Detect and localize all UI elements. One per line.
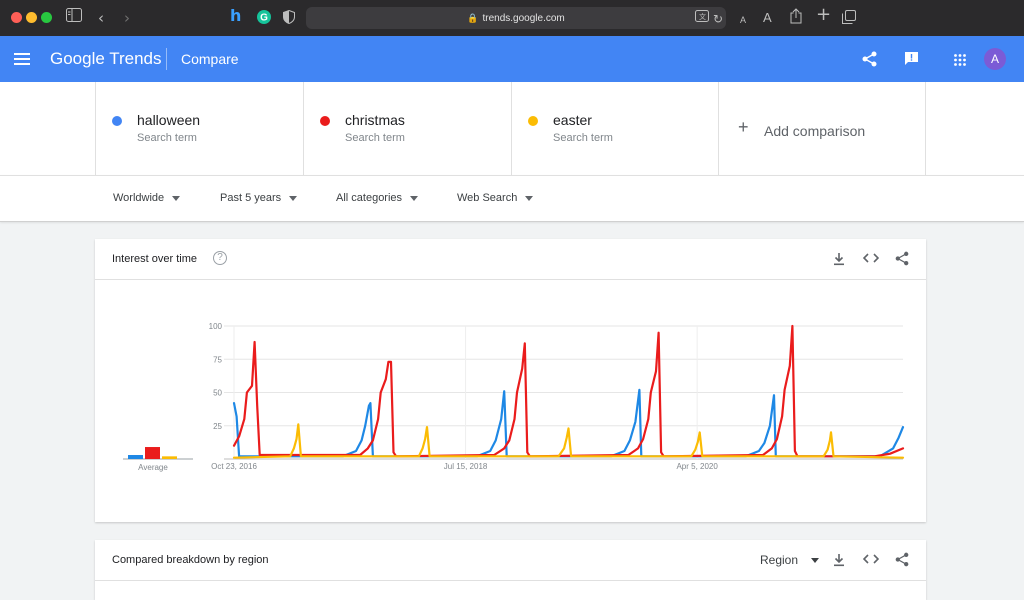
term-name: halloween — [137, 112, 201, 128]
text-larger-button[interactable]: A — [763, 10, 772, 25]
term-subtitle: Search term — [345, 132, 405, 144]
x-axis-labels: Oct 23, 2016 Jul 15, 2018 Apr 5, 2020 — [211, 462, 718, 471]
region-dropdown-value: Region — [760, 553, 799, 567]
term-name: christmas — [345, 112, 405, 128]
x-tick-label: Oct 23, 2016 — [211, 462, 257, 471]
back-icon[interactable]: ‹ — [98, 9, 104, 27]
x-tick-label: Jul 15, 2018 — [444, 462, 488, 471]
category-value: All categories — [336, 192, 403, 204]
series-line-easter — [232, 423, 905, 459]
average-bar-christmas — [145, 447, 160, 459]
y-axis-labels: 25 50 75 100 — [209, 322, 223, 431]
time-range-value: Past 5 years — [220, 192, 282, 204]
search-type-value: Web Search — [457, 192, 518, 204]
chart-series — [232, 324, 905, 459]
add-comparison-label: Add comparison — [764, 123, 866, 139]
svg-text:文: 文 — [699, 12, 706, 21]
time-range-dropdown[interactable]: Past 5 years — [220, 192, 298, 204]
menu-icon[interactable] — [14, 52, 30, 66]
new-tab-icon[interactable]: + — [816, 4, 832, 25]
y-tick-label: 50 — [213, 389, 222, 398]
close-window-button[interactable] — [11, 12, 22, 23]
search-terms-panel: halloween Search term christmas Search t… — [0, 82, 1024, 175]
privacy-shield-icon[interactable] — [283, 9, 295, 28]
grammarly-icon[interactable]: G — [257, 10, 271, 28]
feedback-icon[interactable] — [904, 51, 919, 71]
google-trends-logo[interactable]: Google Trends — [50, 49, 162, 68]
chevron-down-icon — [410, 195, 419, 201]
term-subtitle: Search term — [137, 132, 197, 144]
forward-icon[interactable]: › — [124, 9, 130, 27]
location-value: Worldwide — [113, 192, 165, 204]
average-label: Average — [138, 463, 168, 472]
download-icon[interactable] — [833, 252, 845, 270]
series-line-halloween — [232, 388, 905, 458]
search-type-dropdown[interactable]: Web Search — [457, 192, 534, 204]
chevron-down-icon — [811, 558, 820, 564]
share-icon[interactable] — [862, 51, 877, 72]
y-tick-label: 100 — [209, 322, 223, 331]
average-bar-halloween — [128, 455, 143, 459]
term-color-dot — [112, 116, 122, 126]
download-icon[interactable] — [833, 553, 845, 571]
header-divider — [166, 48, 167, 70]
embed-code-icon[interactable] — [862, 251, 880, 269]
browser-toolbar: ‹ › h G 🔒 trends.google.com 文 ↻ A A + — [0, 0, 1024, 36]
term-color-dot — [528, 116, 538, 126]
chevron-down-icon — [525, 195, 534, 201]
term-easter[interactable]: easter Search term — [511, 82, 718, 175]
plus-icon: + — [738, 117, 749, 137]
share-sheet-icon[interactable] — [790, 8, 802, 28]
svg-text:G: G — [260, 13, 268, 24]
address-bar[interactable]: 🔒 trends.google.com — [306, 7, 726, 29]
interest-over-time-card: Interest over time ? Average 25 50 75 100 O… — [95, 239, 926, 522]
minimize-window-button[interactable] — [26, 12, 37, 23]
term-halloween[interactable]: halloween Search term — [95, 82, 303, 175]
filter-bar: Worldwide Past 5 years All categories We… — [0, 175, 1024, 222]
zoom-window-button[interactable] — [41, 12, 52, 23]
term-subtitle: Search term — [553, 132, 613, 144]
series-line-christmas — [232, 324, 905, 458]
category-dropdown[interactable]: All categories — [336, 192, 419, 204]
y-tick-label: 75 — [213, 355, 222, 364]
interest-chart: Average 25 50 75 100 Oct 23, 2016 Jul 15, 20… — [123, 322, 905, 472]
sidebar-icon[interactable] — [66, 8, 82, 26]
x-tick-label: Apr 5, 2020 — [676, 462, 718, 471]
average-bars: Average — [123, 447, 193, 472]
share-icon[interactable] — [895, 552, 909, 571]
term-christmas[interactable]: christmas Search term — [303, 82, 511, 175]
region-breakdown-card: Compared breakdown by region Region — [95, 540, 926, 600]
share-icon[interactable] — [895, 251, 909, 270]
term-name: easter — [553, 112, 592, 128]
address-url: trends.google.com — [482, 13, 565, 24]
avatar[interactable]: A — [984, 48, 1006, 70]
card-title: Compared breakdown by region — [112, 554, 269, 566]
embed-code-icon[interactable] — [862, 552, 880, 570]
region-dropdown[interactable]: Region — [760, 553, 820, 567]
chevron-down-icon — [172, 195, 181, 201]
average-bar-easter — [162, 456, 177, 459]
location-dropdown[interactable]: Worldwide — [113, 192, 181, 204]
app-header: Google Trends Compare A — [0, 36, 1024, 82]
page-title: Compare — [181, 51, 239, 67]
lock-icon: 🔒 — [467, 13, 479, 23]
add-comparison-button[interactable]: + Add comparison — [718, 82, 926, 175]
term-color-dot — [320, 116, 330, 126]
y-tick-label: 25 — [213, 422, 222, 431]
chart-grid — [224, 325, 903, 460]
text-smaller-button[interactable]: A — [740, 15, 747, 25]
chevron-down-icon — [289, 195, 298, 201]
card-title: Interest over time — [112, 253, 197, 265]
apps-grid-icon[interactable] — [954, 53, 966, 71]
card-header-divider — [95, 279, 926, 280]
help-icon[interactable]: ? — [213, 251, 227, 265]
reload-icon[interactable]: ↻ — [713, 12, 724, 26]
translate-icon[interactable]: 文 — [695, 10, 709, 28]
card-header-divider — [95, 580, 926, 581]
tab-overview-icon[interactable] — [842, 10, 856, 28]
extension-honey-icon[interactable]: h — [230, 6, 242, 25]
